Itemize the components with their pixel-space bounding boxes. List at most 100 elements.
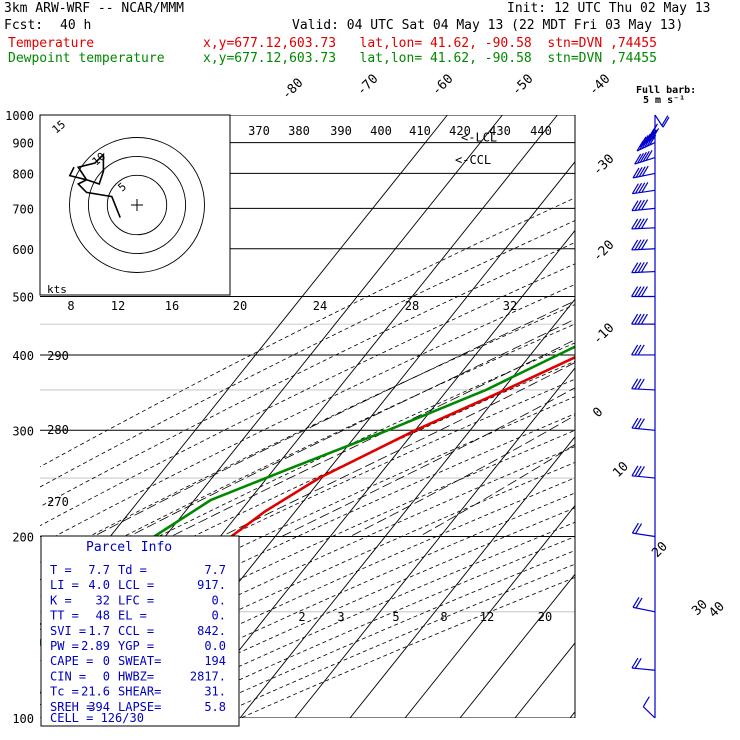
parcel-field-value: 48 — [96, 609, 110, 623]
parcel-field-value: 842. — [197, 624, 226, 638]
isotherm — [625, 115, 740, 718]
pressure-tick-label: 300 — [12, 424, 34, 438]
wind-barb — [631, 657, 656, 671]
isotherm-label: -10 — [590, 321, 617, 348]
parcel-field-label: TT = — [50, 609, 79, 623]
isotherm-label: 10 — [610, 459, 632, 481]
theta-label: 390 — [330, 124, 352, 138]
pressure-tick-label: 700 — [12, 202, 34, 216]
wind-barb — [631, 181, 656, 195]
mixing-ratio-label: 28 — [405, 299, 419, 313]
wind-barb — [631, 286, 655, 298]
parcel-field-value: 21.6 — [81, 685, 110, 699]
isotherm-label: -30 — [590, 152, 617, 179]
lcl-annotation: <-LCL — [461, 131, 497, 145]
parcel-field-label: SVI = — [50, 624, 86, 638]
theta-label: 410 — [409, 124, 431, 138]
parcel-field-value: 4.0 — [88, 578, 110, 592]
isotherm-label: -70 — [354, 72, 381, 99]
isotherm-label: -40 — [586, 72, 613, 99]
wind-barb — [631, 218, 656, 230]
hodograph-units: kts — [47, 283, 67, 296]
parcel-field-label: CIN = — [50, 669, 86, 683]
hodograph-ring — [106, 174, 168, 236]
wind-barb — [631, 522, 656, 538]
ccl-annotation: <-CCL — [455, 153, 491, 167]
moist-adiabat — [170, 339, 575, 537]
isotherm — [349, 436, 575, 718]
parcel-field-value: 2817. — [190, 669, 226, 683]
isotherm-label: 20 — [649, 539, 671, 561]
wind-barb — [631, 344, 655, 356]
theta-label: 280 — [47, 423, 69, 437]
theta-label: 430 — [489, 124, 511, 138]
dewpoint-location: x,y=677.12,603.73 lat,lon= 41.62, -90.58… — [203, 51, 657, 66]
dry-adiabat — [155, 536, 575, 718]
moist-adiabat — [350, 414, 575, 537]
wind-barb — [632, 597, 656, 613]
pressure-tick-label: 500 — [12, 291, 34, 305]
parcel-field-label: CAPE = — [50, 654, 93, 668]
pressure-tick-label: 200 — [12, 530, 34, 544]
mixing-ratio-line — [698, 115, 740, 249]
parcel-field-value: 32 — [96, 593, 110, 607]
dry-adiabat — [40, 323, 575, 580]
theta-label: 290 — [47, 349, 69, 363]
parcel-field-value: 394 — [88, 700, 110, 714]
theta-label: 370 — [248, 124, 270, 138]
parcel-field-value: 2.89 — [81, 639, 110, 653]
dry-adiabat — [40, 284, 575, 545]
parcel-field-value: 194 — [204, 654, 226, 668]
wind-units-label: Full barb: — [636, 85, 696, 96]
parcel-field-label: SWEAT= — [118, 654, 161, 668]
pressure-tick-label: 100 — [12, 712, 34, 726]
pressure-tick-label: 1000 — [5, 109, 34, 123]
mixing-ratio-label: 20 — [233, 299, 247, 313]
hodograph-ring — [87, 155, 187, 255]
wind-barb — [631, 378, 656, 391]
hodograph-ring — [69, 137, 205, 273]
mixing-ratio-label: 2 — [298, 610, 305, 624]
mixing-ratio-label: 12 — [480, 610, 494, 624]
valid-time: Valid: 04 UTC Sat 04 May 13 (22 MDT Fri … — [292, 18, 684, 33]
isotherm — [294, 367, 575, 718]
mixing-ratio-label: 16 — [165, 299, 179, 313]
isotherm-label: -60 — [429, 72, 456, 99]
wind-barb — [631, 417, 656, 431]
pressure-tick-label: 600 — [12, 243, 34, 257]
dry-adiabat — [40, 446, 575, 691]
parcel-info-box — [40, 535, 240, 727]
parcel-field-label: LI = — [50, 578, 79, 592]
moist-adiabat — [93, 300, 575, 537]
isotherm-label: 0 — [590, 405, 606, 421]
theta-label: 440 — [530, 124, 552, 138]
temperature-location: x,y=677.12,603.73 lat,lon= 41.62, -90.58… — [203, 36, 657, 51]
mixing-ratio-label: 8 — [67, 299, 74, 313]
parcel-field-value: 0. — [212, 609, 226, 623]
isotherm-label: -20 — [590, 238, 617, 265]
dry-adiabat — [40, 413, 575, 662]
moist-adiabat — [221, 362, 575, 537]
parcel-field-value: 0 — [103, 669, 110, 683]
wind-units-value: 5 m s⁻¹ — [643, 95, 685, 106]
dry-adiabat — [212, 563, 575, 718]
moist-adiabat — [281, 387, 575, 537]
dry-adiabat — [40, 197, 575, 468]
parcel-field-label: CCL = — [118, 624, 154, 638]
mixing-ratio-line — [726, 115, 740, 249]
wind-barb — [631, 313, 655, 325]
isotherm-label: -80 — [279, 76, 306, 103]
theta-label: 380 — [288, 124, 310, 138]
wind-barb — [631, 239, 656, 251]
parcel-field-label: YGP = — [118, 639, 154, 653]
parcel-field-value: 0. — [212, 593, 226, 607]
parcel-field-label: Td = — [118, 563, 147, 577]
parcel-field-label: HWBZ= — [118, 669, 154, 683]
moist-adiabat — [419, 444, 575, 537]
isotherm — [184, 229, 575, 718]
parcel-info-panel: Parcel Info T = 7.7 Td = 7.7 LI = 4.0 LCL = 917.… — [40, 535, 240, 727]
dry-adiabat — [40, 396, 575, 646]
dry-adiabat — [240, 577, 575, 718]
